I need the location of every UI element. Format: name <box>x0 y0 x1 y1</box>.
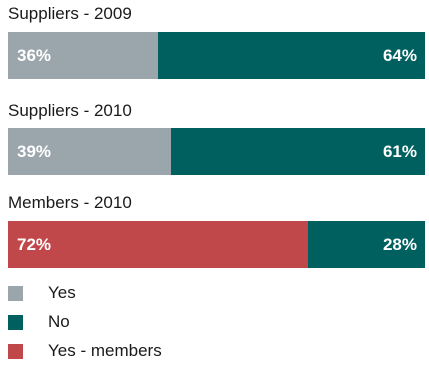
legend-label: Yes <box>48 283 76 302</box>
data-label: 72% <box>17 235 52 254</box>
bar-segment-yes <box>8 32 158 79</box>
legend-swatch <box>8 315 23 330</box>
stacked-bar: 36% 64% <box>8 32 425 79</box>
legend-swatch <box>8 286 23 301</box>
data-label: 64% <box>382 46 417 65</box>
legend-label: No <box>48 312 70 331</box>
legend-label: Yes - members <box>48 341 162 360</box>
stacked-bar-chart: Suppliers - 2009 36% 64% Suppliers - 2010 39… <box>8 4 425 360</box>
bar-group-title: Suppliers - 2010 <box>8 101 132 120</box>
data-label: 39% <box>17 142 52 161</box>
bar-segment-yes-members <box>8 221 308 268</box>
bar-segment-yes <box>8 128 171 175</box>
bar-group-title: Members - 2010 <box>8 193 132 212</box>
stacked-bar: 39% 61% <box>8 128 425 175</box>
data-label: 61% <box>382 142 417 161</box>
legend-swatch <box>8 344 23 359</box>
bar-group-title: Suppliers - 2009 <box>8 4 132 23</box>
stacked-bar: 72% 28% <box>8 221 425 268</box>
data-label: 36% <box>17 46 52 65</box>
data-label: 28% <box>382 235 417 254</box>
bar-segment-no <box>171 128 425 175</box>
bar-segment-no <box>158 32 425 79</box>
bar-segment-no <box>308 221 425 268</box>
